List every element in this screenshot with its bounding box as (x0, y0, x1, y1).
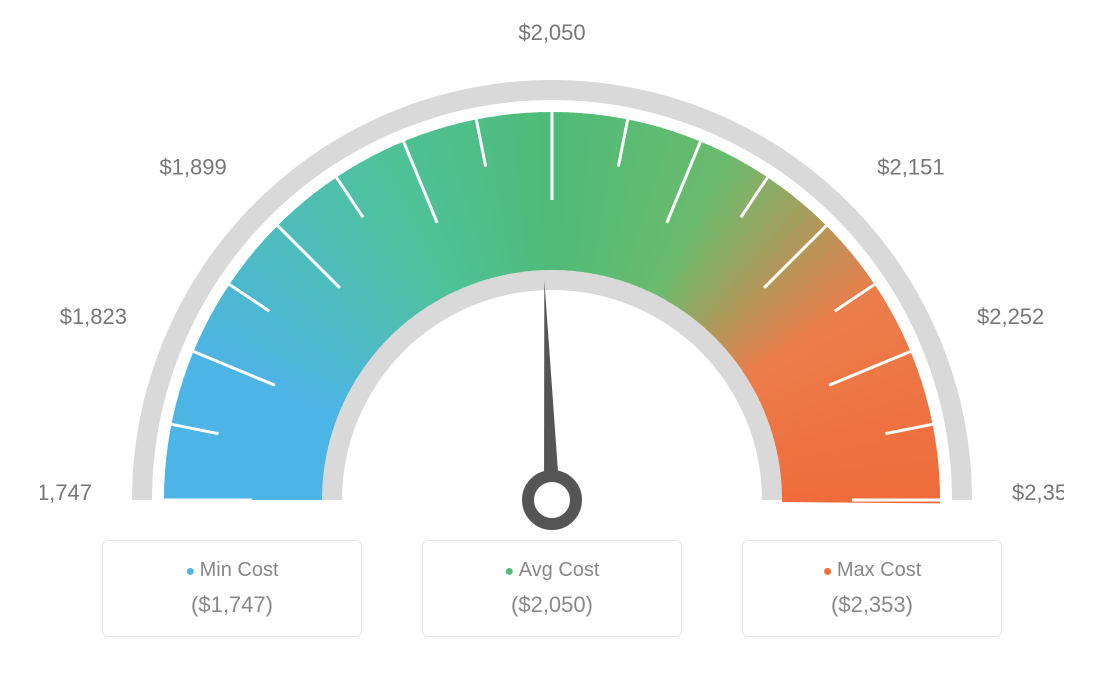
gauge-tick-label: $2,050 (518, 20, 585, 45)
legend-avg-value: ($2,050) (455, 592, 649, 618)
legend-min-value: ($1,747) (135, 592, 329, 618)
gauge-tick-label: $2,151 (877, 155, 944, 180)
gauge-needle (544, 280, 560, 500)
legend-min-box: Min Cost ($1,747) (102, 540, 362, 637)
legend-row: Min Cost ($1,747) Avg Cost ($2,050) Max … (40, 540, 1064, 637)
legend-max-label: Max Cost (775, 559, 969, 582)
gauge-tick-label: $2,252 (977, 304, 1044, 329)
legend-max-value: ($2,353) (775, 592, 969, 618)
legend-avg-label: Avg Cost (455, 559, 649, 582)
gauge-needle-base (528, 476, 576, 524)
gauge-tick-label: $1,823 (60, 304, 127, 329)
gauge-tick-label: $1,747 (40, 480, 92, 505)
gauge-chart-container: $1,747 $1,823 $1,899 $2,050 $2,151 $2,252 $2,3… (0, 0, 1104, 690)
legend-avg-box: Avg Cost ($2,050) (422, 540, 682, 637)
legend-max-box: Max Cost ($2,353) (742, 540, 1002, 637)
gauge-svg: $1,747 $1,823 $1,899 $2,050 $2,151 $2,252 $2,3… (40, 20, 1064, 540)
gauge-tick-label: $1,899 (159, 155, 226, 180)
legend-min-label: Min Cost (135, 559, 329, 582)
gauge-area: $1,747 $1,823 $1,899 $2,050 $2,151 $2,252 $2,3… (40, 20, 1064, 540)
gauge-tick-label: $2,353 (1012, 480, 1064, 505)
